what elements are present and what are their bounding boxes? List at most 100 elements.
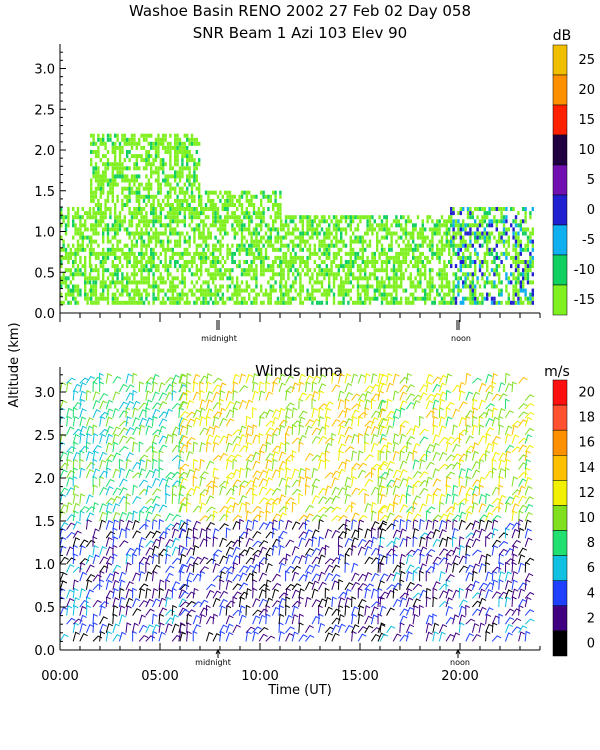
wind-barb bbox=[72, 407, 78, 418]
wind-barb bbox=[478, 606, 487, 616]
snr-cell bbox=[517, 272, 520, 277]
snr-cell bbox=[216, 227, 220, 232]
wind-barb bbox=[370, 426, 379, 436]
wind-barb bbox=[158, 631, 166, 642]
snr-cell bbox=[320, 268, 324, 273]
snr-cell bbox=[84, 268, 87, 273]
snr-cell bbox=[169, 174, 172, 179]
wind-barb bbox=[311, 375, 321, 384]
wind-barb bbox=[199, 570, 206, 582]
snr-cell bbox=[488, 251, 491, 256]
wind-barb bbox=[471, 570, 478, 582]
snr-cell bbox=[380, 284, 384, 289]
snr-cell bbox=[287, 296, 290, 301]
snr-cell bbox=[294, 255, 297, 260]
wind-barb bbox=[132, 389, 138, 401]
snr-cell bbox=[424, 235, 427, 240]
wind-barb bbox=[445, 549, 456, 556]
snr-cell bbox=[116, 219, 119, 224]
wind-barb bbox=[79, 614, 87, 625]
snr-cell bbox=[280, 292, 283, 297]
snr-cell bbox=[116, 268, 119, 273]
snr-cell bbox=[106, 194, 110, 199]
wind-barb bbox=[445, 597, 453, 608]
wind-barb bbox=[285, 467, 292, 479]
snr-cell bbox=[462, 300, 465, 305]
wind-barb bbox=[386, 416, 394, 427]
snr-cell bbox=[524, 231, 527, 236]
snr-cell bbox=[162, 288, 165, 293]
snr-cell bbox=[274, 198, 277, 203]
wind-barb bbox=[337, 623, 346, 633]
snr-cell bbox=[99, 182, 102, 187]
snr-cell bbox=[202, 223, 205, 228]
wind-barb bbox=[145, 571, 153, 582]
snr-cell bbox=[207, 272, 210, 277]
snr-cell bbox=[145, 268, 148, 273]
snr-cell bbox=[361, 300, 364, 305]
wind-barb bbox=[298, 434, 307, 444]
snr-cell bbox=[349, 243, 352, 248]
wind-barb bbox=[238, 553, 245, 565]
wind-barb bbox=[405, 597, 414, 608]
snr-cell bbox=[238, 243, 241, 248]
wind-barb bbox=[232, 435, 242, 444]
snr-cell bbox=[79, 215, 82, 220]
wind-barb bbox=[66, 617, 76, 625]
snr-cell bbox=[116, 194, 119, 199]
snr-cell bbox=[245, 300, 248, 305]
snr-cell bbox=[510, 223, 513, 228]
wind-barb bbox=[66, 476, 74, 487]
snr-cell bbox=[459, 268, 462, 273]
snr-cell bbox=[221, 272, 224, 277]
colorbar-label: 10 bbox=[578, 143, 595, 158]
wind-barb bbox=[145, 587, 152, 599]
snr-cell bbox=[404, 223, 408, 228]
snr-cell bbox=[340, 288, 343, 293]
snr-cell bbox=[123, 288, 126, 293]
wind-barb bbox=[112, 376, 122, 384]
snr-cell bbox=[102, 137, 105, 142]
snr-cell bbox=[116, 243, 119, 248]
snr-cell bbox=[250, 260, 253, 264]
snr-cell bbox=[306, 272, 309, 277]
snr-cell bbox=[104, 223, 107, 228]
wind-barb bbox=[145, 561, 151, 573]
snr-cell bbox=[81, 235, 84, 240]
wind-barb bbox=[399, 608, 409, 616]
snr-cell bbox=[356, 292, 360, 297]
snr-cell bbox=[186, 203, 189, 207]
wind-barb bbox=[192, 624, 202, 634]
snr-cell bbox=[138, 211, 141, 216]
snr-cell bbox=[262, 243, 265, 248]
snr-cell bbox=[219, 272, 222, 277]
wind-barb bbox=[205, 399, 214, 410]
wind-barb bbox=[399, 460, 408, 470]
wind-barb bbox=[405, 588, 413, 599]
snr-cell bbox=[102, 174, 105, 179]
wind-barb bbox=[258, 478, 268, 487]
snr-cell bbox=[135, 215, 138, 220]
wind-barb bbox=[524, 557, 535, 565]
snr-cell bbox=[204, 215, 208, 220]
snr-cell bbox=[62, 219, 65, 224]
snr-cell bbox=[116, 162, 119, 167]
snr-cell bbox=[373, 292, 376, 297]
snr-cell bbox=[356, 300, 360, 305]
wind-barb bbox=[171, 581, 181, 591]
snr-cell bbox=[142, 276, 146, 281]
snr-cell bbox=[424, 239, 427, 244]
snr-cell bbox=[69, 280, 72, 285]
snr-cell bbox=[183, 280, 186, 285]
wind-barb bbox=[151, 434, 160, 444]
snr-cell bbox=[414, 255, 417, 260]
snr-cell bbox=[428, 284, 432, 289]
snr-cell bbox=[457, 292, 460, 297]
snr-cell bbox=[294, 276, 297, 281]
snr-cell bbox=[450, 255, 453, 260]
wind-barb bbox=[324, 401, 334, 410]
snr-cell bbox=[306, 219, 309, 224]
wind-barb bbox=[291, 571, 300, 582]
wind-barb bbox=[99, 601, 109, 608]
snr-cell bbox=[204, 296, 208, 301]
